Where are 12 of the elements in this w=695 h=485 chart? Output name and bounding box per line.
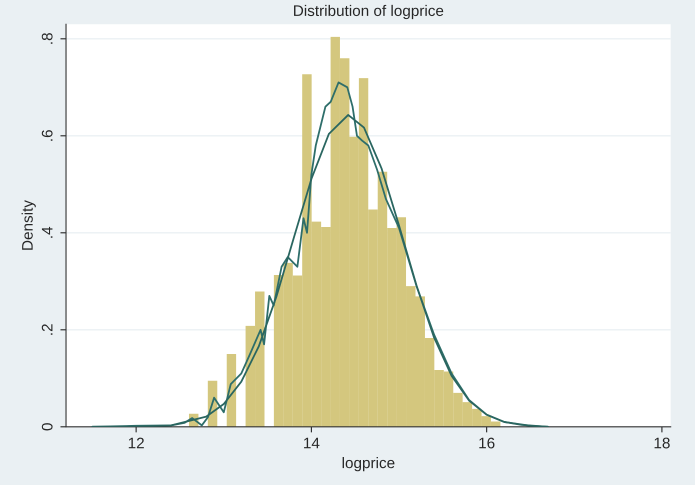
y-tick-label: .6	[42, 130, 53, 141]
y-axis-title: Density	[22, 200, 36, 250]
y-tick-label: 0	[42, 423, 53, 430]
x-tick-label: 12	[128, 438, 144, 448]
chart-title: Distribution of logprice	[294, 4, 444, 20]
x-tick-label: 18	[654, 438, 670, 448]
y-tick-label: .2	[42, 324, 52, 335]
x-axis-title: logprice	[342, 457, 394, 472]
y-tick-label: .4	[42, 226, 52, 238]
x-tick-label: 14	[304, 438, 320, 448]
y-tick-label: .8	[42, 33, 53, 44]
x-tick-label: 16	[479, 438, 494, 448]
